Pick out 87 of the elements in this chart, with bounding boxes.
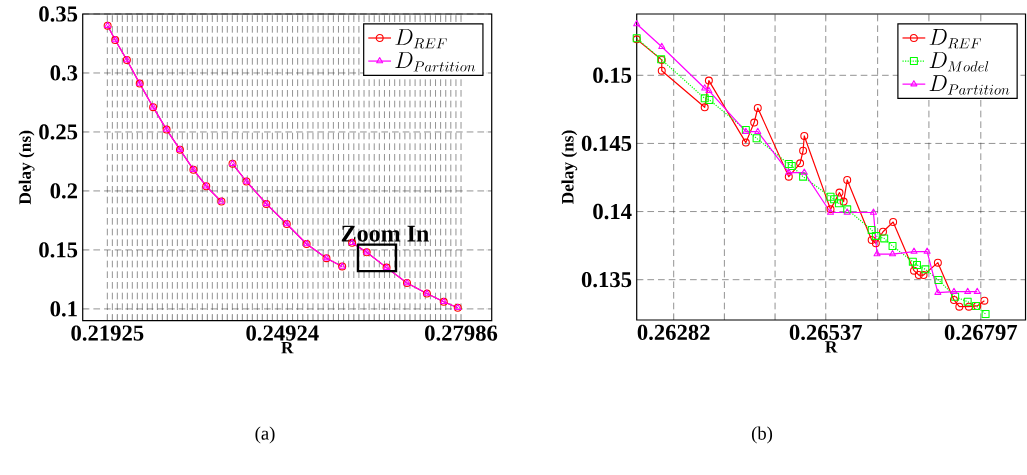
y-axis-title: Delay (ns) [18,130,35,205]
x-tick-label: 0.26537 [789,324,863,341]
y-tick-label: 0.15 [593,67,632,83]
x-tick-label: 0.24924 [246,325,319,341]
x-axis-title: R [281,341,294,354]
point [963,297,972,306]
point [880,234,889,243]
point [796,159,805,168]
x-tick-label: 0.27986 [425,325,498,341]
point [830,195,839,204]
point [753,104,762,113]
point [933,258,942,267]
annotation: Zoom In [341,225,429,242]
legend-label: $D_{REF}$ [929,29,981,49]
point [873,250,881,257]
point [910,247,918,254]
point [800,168,808,175]
y-tick-label: 0.14 [593,203,632,220]
point [871,239,880,248]
legend-label: $D_{Partition}$ [929,75,1010,95]
point [784,172,793,181]
point [950,287,958,294]
y-tick-label: 0.1 [50,301,77,317]
x-tick-label: 0.26282 [637,324,710,341]
point [843,175,852,184]
legend-label: $D_{Partition}$ [395,52,476,72]
point [799,172,808,181]
y-tick-label: 0.15 [39,242,78,258]
x-tick-label: 0.21925 [71,325,144,341]
point [835,188,844,197]
point [867,225,876,234]
point [750,118,759,127]
point [921,265,930,274]
point [834,199,843,208]
point [973,287,981,294]
point [867,236,876,245]
y-tick-label: 0.25 [39,124,78,140]
legend-label: $D_{Model}$ [929,52,989,72]
point [964,302,973,311]
point [981,310,990,319]
point [964,287,972,294]
point [657,66,666,75]
point [754,127,762,134]
point [785,168,793,175]
point [705,95,714,104]
x-tick-label: 0.26797 [944,324,1018,341]
point [908,257,917,266]
point [923,247,931,254]
point [869,208,877,215]
point [658,42,666,49]
point [914,271,923,280]
y-axis-title: Delay (ns) [561,130,578,204]
y-tick-label: 0.3 [50,65,78,81]
point [752,134,761,143]
point [934,288,942,295]
point [888,242,897,251]
y-tick-label: 0.145 [581,135,632,152]
point [787,162,796,171]
point [879,227,888,236]
point [839,197,848,206]
point [800,131,809,140]
point [912,260,921,269]
point [910,266,919,275]
point [704,76,713,85]
legend-label: $D_{REF}$ [395,29,447,49]
point [871,231,880,240]
y-tick-label: 0.135 [581,271,632,288]
point [700,103,709,112]
x-axis-title: R [825,341,838,353]
point [700,94,709,103]
point [955,302,964,311]
point [705,86,713,93]
point [633,19,641,27]
point [934,275,943,284]
text: (a) [255,426,275,444]
point [799,146,808,155]
y-tick-label: 0.35 [39,6,78,22]
point [889,250,897,257]
point [919,271,928,280]
point [889,218,898,227]
point [826,192,835,201]
point [741,138,750,147]
point [980,296,989,305]
point [701,84,709,91]
y-tick-label: 0.2 [50,183,78,199]
text: (b) [751,426,773,444]
point [784,159,793,169]
